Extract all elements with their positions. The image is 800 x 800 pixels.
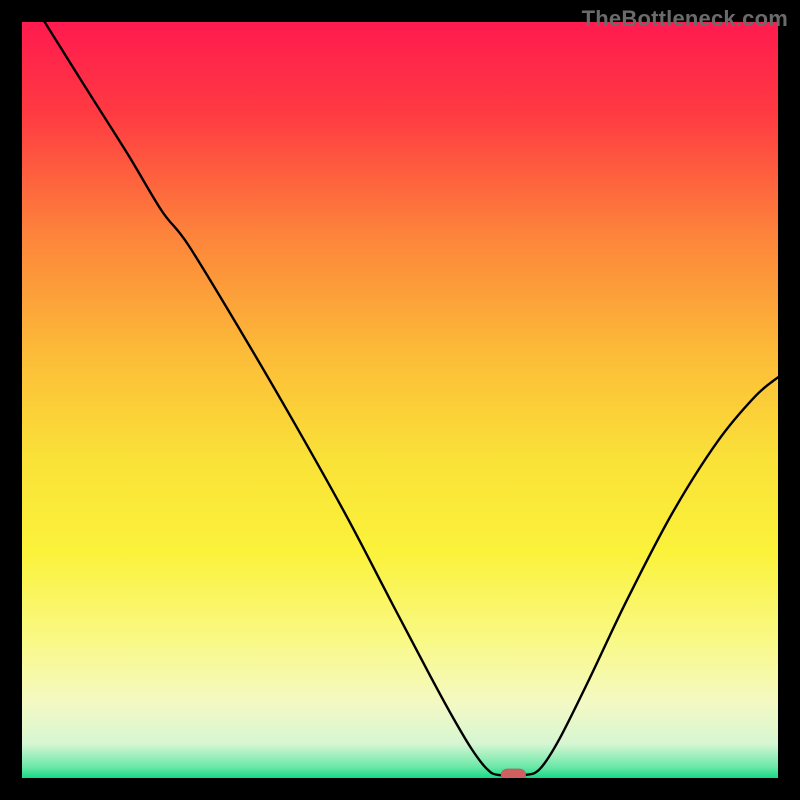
plot-svg — [0, 0, 800, 800]
bottleneck-chart: TheBottleneck.com — [0, 0, 800, 800]
axis-left-bar — [0, 0, 22, 800]
axis-bottom-bar — [0, 778, 800, 800]
watermark-text: TheBottleneck.com — [582, 6, 788, 32]
gradient-background — [22, 22, 778, 778]
